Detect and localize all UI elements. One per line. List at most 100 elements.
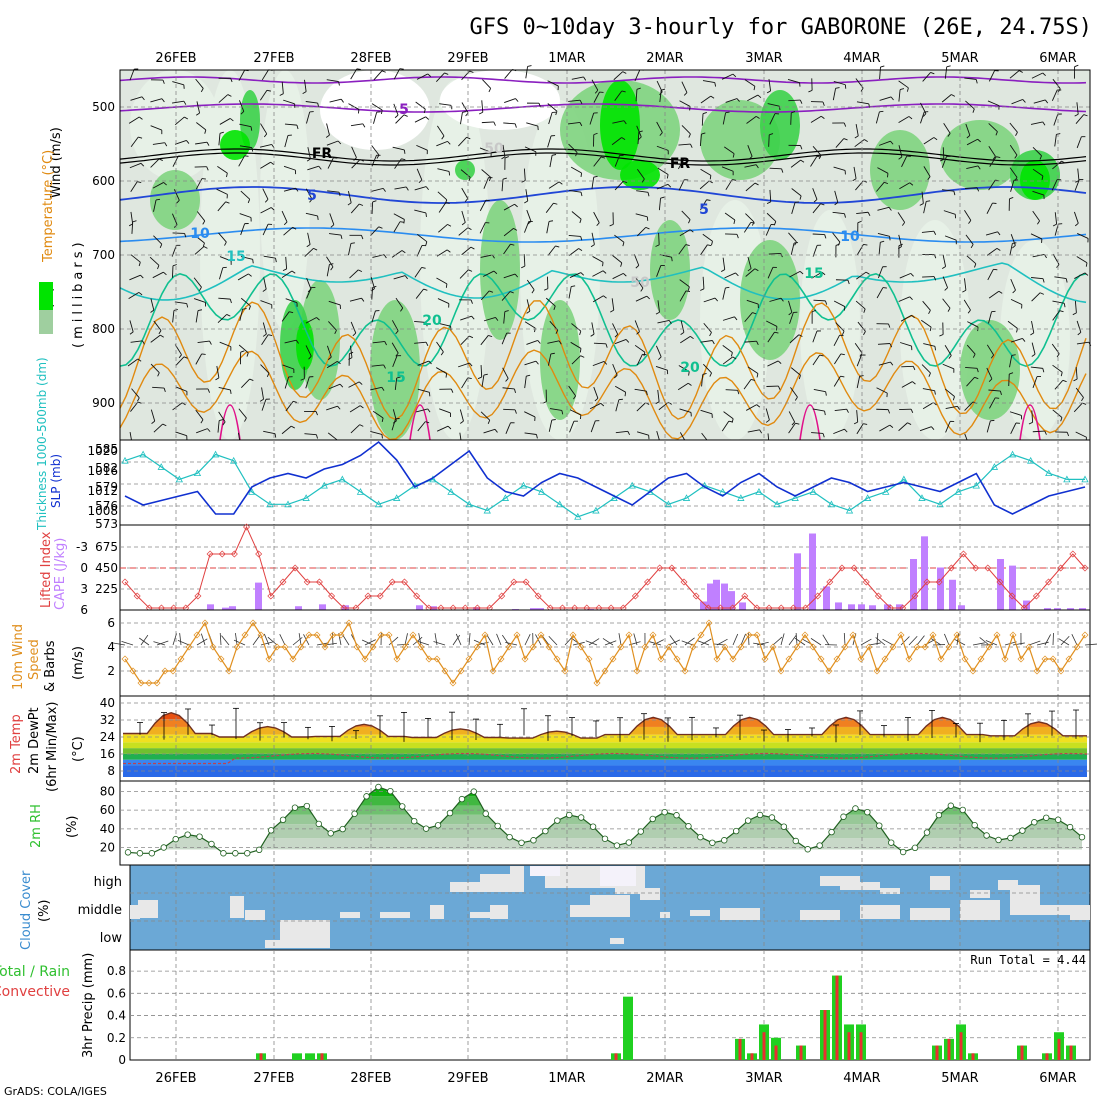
wind-barb [921,364,931,374]
wind-point [841,643,849,651]
wind-barb-feather [477,376,482,380]
wind-barb [128,116,140,124]
wind-barb [239,100,245,112]
wind-point [585,655,593,663]
wind-barb [656,265,662,277]
wind-point [553,655,561,663]
wind-point [193,631,201,639]
wind-barb [262,322,267,335]
wind-barb-feather [865,271,870,275]
wind-barb [326,123,330,136]
wind-barb [571,323,582,332]
bottom-date-label: 5MAR [941,1071,978,1086]
thickness-point [737,494,745,501]
wind-barb [593,91,600,103]
wind-barb [239,309,244,321]
wind-barb-feather [728,420,733,423]
wind-barb-feather [854,135,859,139]
wind-barb [196,428,208,434]
wind-barb [612,323,619,335]
wind-barb-feather [558,181,563,185]
wind-barb [395,114,405,124]
wind-barb-feather [907,422,912,425]
li-ylabel: Lifted Index [39,531,54,608]
wind-barb-feather [671,257,673,262]
wind-barb-feather [934,346,936,351]
wind-barb-10m [263,633,270,646]
wind-barb-feather [446,249,451,253]
wind-barb [350,321,357,334]
wind-barb [329,213,335,225]
bottom-date-label: 3MAR [745,1071,782,1086]
wind-barb [327,190,340,193]
wind-barb-feather [710,95,715,99]
wind-barb [417,388,430,393]
wind-barb-10m [618,633,622,646]
wind-barb-feather [401,250,406,254]
wind-barb [505,422,511,434]
rh-point [196,833,203,840]
wind-barb [458,227,469,236]
wind-barb-feather [380,109,383,115]
rh-point [828,828,835,836]
wind-barb [549,155,553,168]
thickness-point [682,494,691,501]
wind-barb [461,377,469,389]
li-point [194,592,202,600]
wind-barb [1010,422,1017,434]
wind-barb [526,299,531,312]
wind-barb [501,332,508,345]
wind-barb [812,146,822,156]
wind-point [593,679,601,687]
wind-barb-feather [501,156,506,160]
wind-barb-feather [184,233,187,238]
wind-barb [746,299,759,305]
wind-barb-feather [1073,378,1078,382]
wind-barb [326,361,338,369]
wind-barb [1053,113,1059,126]
rh-point [721,837,728,844]
wind-barb [655,365,668,371]
wind-barb-feather [976,187,980,192]
wind-barb [921,230,934,233]
wind-barb-feather [466,136,471,140]
wind-barb-feather [538,103,541,108]
wind-barb-feather [645,226,650,230]
cloud-clear-block [545,866,615,888]
wind-barb [833,428,845,435]
wind-barb [263,430,276,435]
thickness-point [284,500,292,508]
contour-label: 5 [399,102,409,118]
wind-barb [615,430,628,434]
wind-barb-feather [988,378,993,382]
wind-barb [787,79,800,84]
wind-barb [284,123,297,126]
wind-barb [262,224,269,236]
wind-barb-feather [781,168,784,173]
wind-point [1081,631,1089,639]
wind-barb-feather [381,70,386,73]
cloud-clear-block [430,905,444,919]
wind-barb-feather [820,203,825,206]
wind-barb [240,190,250,200]
wind-point [145,679,153,687]
wind-barb [656,183,669,190]
wind-barb-10m [1058,638,1070,646]
wind-barb-feather [580,172,583,178]
wind-barb [129,162,142,169]
wind-point [241,631,249,639]
wind-barb [768,79,772,92]
wind-barb-feather [575,152,578,157]
thickness-point [465,500,473,508]
wind-barb [261,334,269,345]
wind-barb-feather [944,287,948,291]
wind-barb [811,432,824,434]
wind-barb-10m [930,638,942,646]
cloud-clear-block [138,900,158,918]
wind-barb [195,353,203,365]
wind-barb [1077,233,1089,239]
wind-barb [877,206,890,211]
wind-barb [351,159,361,169]
wind-barb-feather [934,390,936,395]
wind-barb [238,344,249,354]
